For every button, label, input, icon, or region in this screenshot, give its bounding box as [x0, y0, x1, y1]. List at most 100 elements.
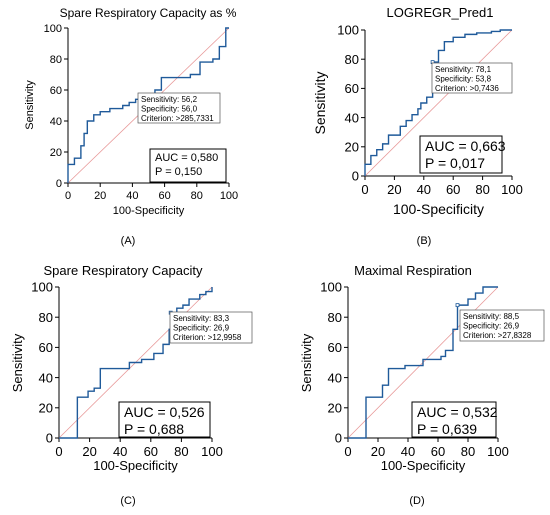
x-tick-label: 60 — [431, 444, 445, 459]
x-tick-label: 80 — [191, 190, 203, 202]
y-tick-label: 20 — [50, 147, 62, 159]
y-tick-label: 40 — [328, 370, 342, 385]
annotation-box — [459, 309, 545, 342]
annotation-line: Criterion: >27,8328 — [463, 331, 532, 340]
y-tick-label: 60 — [50, 85, 62, 97]
y-tick-label: 20 — [345, 139, 359, 154]
auc-value: AUC = 0,526 — [124, 404, 205, 420]
annotation-box — [137, 92, 221, 124]
y-tick-label: 100 — [31, 280, 53, 295]
annotation-box — [169, 311, 253, 344]
y-tick-label: 80 — [345, 52, 359, 67]
x-tick-label: 80 — [475, 182, 489, 197]
x-tick-label: 20 — [82, 444, 96, 459]
y-tick-label: 0 — [56, 178, 62, 190]
y-tick-label: 40 — [50, 116, 62, 128]
panel-label: (B) — [417, 235, 432, 247]
x-axis-label: 100-Specificity — [393, 201, 484, 217]
y-tick-label: 60 — [39, 340, 53, 355]
x-axis-label: 100-Specificity — [93, 458, 178, 473]
annotation-line: Criterion: >285,7331 — [141, 114, 214, 123]
y-axis-label: Sensitivity — [10, 333, 25, 392]
annotation-line: Specificity: 53,8 — [435, 75, 492, 84]
y-tick-label: 20 — [328, 400, 342, 415]
roc-curve-line — [364, 29, 512, 176]
p-value: P = 0,017 — [425, 155, 485, 171]
annotation-line: Specificity: 26,9 — [173, 324, 230, 333]
annotation-line: Sensitivity: 83,3 — [173, 314, 230, 323]
annotation-line: Specificity: 26,9 — [463, 322, 520, 331]
panel-label: (D) — [409, 495, 424, 507]
x-tick-label: 60 — [446, 182, 460, 197]
auc-value: AUC = 0,580 — [155, 152, 218, 164]
x-tick-label: 80 — [174, 444, 188, 459]
auc-value: AUC = 0,663 — [425, 138, 506, 154]
reference-diagonal-line — [364, 29, 513, 177]
x-tick-label: 20 — [371, 444, 385, 459]
annotation-line: Sensitivity: 56,2 — [141, 95, 198, 104]
y-tick-label: 0 — [46, 431, 53, 446]
auc-value: AUC = 0,532 — [417, 404, 498, 420]
auc-box — [149, 148, 227, 183]
y-tick-label: 40 — [39, 370, 53, 385]
x-tick-label: 100 — [201, 444, 223, 459]
x-tick-label: 100 — [487, 444, 509, 459]
x-tick-label: 0 — [65, 190, 71, 202]
y-axis-label: Sensitivity — [299, 333, 314, 392]
y-tick-label: 0 — [352, 169, 359, 184]
y-tick-label: 100 — [320, 280, 342, 295]
x-tick-label: 60 — [144, 444, 158, 459]
chart-title: LOGREGR_Pred1 — [387, 5, 494, 20]
x-tick-label: 60 — [158, 190, 170, 202]
chart-title: Maximal Respiration — [354, 263, 472, 278]
p-value: P = 0,688 — [124, 421, 184, 437]
roc-curve-line — [67, 27, 229, 183]
x-tick-label: 0 — [344, 444, 351, 459]
y-axis-label: Sensitivity — [24, 80, 36, 130]
y-tick-label: 100 — [337, 23, 359, 38]
y-tick-label: 80 — [328, 310, 342, 325]
roc-panel: Spare Respiratory Capacity 0 20 40 60 80 100 0 2… — [10, 263, 253, 507]
auc-box — [419, 135, 503, 174]
y-tick-label: 60 — [328, 340, 342, 355]
x-tick-label: 40 — [126, 190, 138, 202]
x-tick-label: 40 — [417, 182, 431, 197]
y-axis-label: Sensitivity — [312, 71, 328, 134]
x-tick-label: 40 — [113, 444, 127, 459]
roc-curve-line — [348, 286, 498, 439]
x-tick-label: 100 — [501, 182, 523, 197]
auc-box — [411, 401, 497, 438]
y-tick-label: 20 — [39, 400, 53, 415]
annotation-line: Criterion: >0,7436 — [435, 84, 499, 93]
x-tick-label: 80 — [461, 444, 475, 459]
x-tick-label: 100 — [220, 190, 238, 202]
panel-label: (A) — [121, 235, 136, 247]
x-tick-label: 0 — [361, 182, 368, 197]
p-value: P = 0,639 — [417, 421, 477, 437]
annotation-box — [431, 62, 513, 94]
x-tick-label: 0 — [55, 444, 62, 459]
y-tick-label: 60 — [345, 81, 359, 96]
x-tick-label: 20 — [387, 182, 401, 197]
y-tick-label: 40 — [345, 110, 359, 125]
panel-label: (C) — [120, 495, 135, 507]
cutoff-point-marker — [455, 303, 460, 308]
chart-title: Spare Respiratory Capacity as % — [60, 6, 237, 20]
annotation-line: Sensitivity: 78,1 — [435, 65, 492, 74]
auc-box — [118, 401, 211, 438]
x-tick-label: 20 — [94, 190, 106, 202]
roc-panel: Spare Respiratory Capacity as % 0 20 40 60 80… — [24, 6, 238, 247]
x-axis-label: 100-Specificity — [113, 205, 185, 217]
y-tick-label: 80 — [39, 310, 53, 325]
y-tick-label: 80 — [50, 54, 62, 66]
y-tick-label: 0 — [335, 431, 342, 446]
y-tick-label: 100 — [44, 23, 62, 35]
chart-title: Spare Respiratory Capacity — [44, 263, 203, 278]
roc-panel: LOGREGR_Pred1 0 20 40 60 80 100 0 20 40 60 80 100 100… — [312, 5, 523, 247]
annotation-line: Criterion: >12,9958 — [173, 333, 242, 342]
annotation-line: Sensitivity: 88,5 — [463, 312, 520, 321]
roc-panel: Maximal Respiration 0 20 40 60 80 100 0 20 40 60 80… — [299, 263, 545, 507]
roc-curve-line — [59, 287, 213, 439]
x-axis-label: 100-Specificity — [381, 458, 466, 473]
